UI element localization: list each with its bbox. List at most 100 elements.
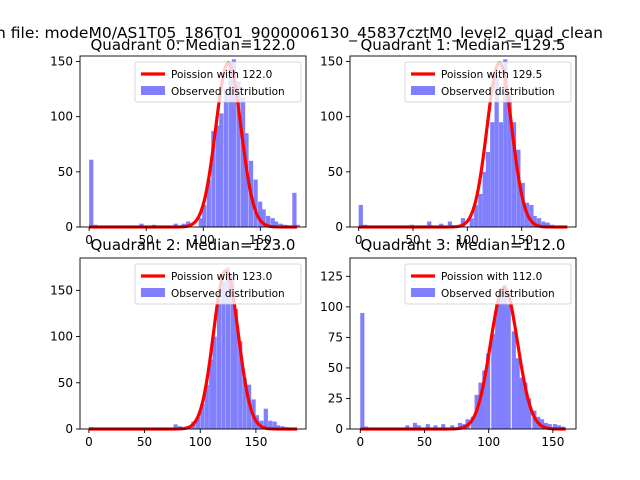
histogram-bar xyxy=(460,218,466,227)
histogram-bar xyxy=(529,204,534,227)
histogram-bar xyxy=(258,201,263,227)
histogram-bar xyxy=(278,223,283,227)
histogram-bar xyxy=(485,151,491,227)
histogram-bar xyxy=(275,425,281,429)
histogram-bar xyxy=(186,221,191,227)
x-tick-label: 0 xyxy=(356,435,364,449)
legend-box xyxy=(404,263,572,305)
histogram-bar xyxy=(498,122,504,227)
subplot-title: Quadrant 1: Median=129.5 xyxy=(361,36,566,54)
histogram-bar xyxy=(516,149,521,227)
x-tick-label: 100 xyxy=(456,233,479,247)
y-tick-label: 0 xyxy=(65,422,73,436)
x-tick-label: 0 xyxy=(355,233,363,247)
y-tick-label: 150 xyxy=(50,283,73,297)
histogram-bar xyxy=(523,382,528,429)
histogram-bar xyxy=(478,382,483,429)
histogram-bar xyxy=(491,333,496,429)
x-tick-label: 50 xyxy=(405,233,420,247)
poisson-curve xyxy=(359,286,567,431)
histogram-bar xyxy=(502,284,507,429)
legend-curve-label: Poission with 112.0 xyxy=(441,271,542,283)
legend-curve-label: Poission with 122.0 xyxy=(171,69,272,81)
histogram-bar xyxy=(506,304,511,429)
legend-box xyxy=(404,61,572,103)
histogram-bar xyxy=(230,276,235,429)
histogram-bar xyxy=(216,299,222,429)
histogram-bar xyxy=(215,125,221,227)
x-tick-label: 100 xyxy=(189,435,212,449)
histogram-bar xyxy=(469,218,474,227)
histogram-bar xyxy=(204,384,209,429)
histogram-bar xyxy=(242,378,247,429)
histogram-bar xyxy=(507,94,512,227)
histogram-bar xyxy=(541,221,546,227)
histogram-bar xyxy=(470,416,475,429)
histogram-bar xyxy=(482,171,487,227)
histogram-bar xyxy=(527,398,532,429)
x-tick-label: 100 xyxy=(192,233,215,247)
histogram-bar xyxy=(89,159,94,227)
y-tick-label: 0 xyxy=(335,220,343,234)
legend-bars-swatch xyxy=(141,288,165,297)
histogram-bar xyxy=(209,359,214,429)
subplot-title: Quadrant 3: Median=112.0 xyxy=(361,236,566,254)
histogram-bar xyxy=(536,218,542,227)
histogram-bar xyxy=(473,204,479,227)
y-tick-label: 100 xyxy=(320,110,343,124)
y-tick-label: 50 xyxy=(328,361,343,375)
x-tick-label: 100 xyxy=(477,435,500,449)
histogram-bar xyxy=(490,122,495,227)
legend-bars-swatch xyxy=(411,288,435,297)
histogram-bar xyxy=(405,425,410,429)
histogram-bar xyxy=(447,221,453,227)
legend-curve-label: Poission with 129.5 xyxy=(441,69,542,81)
histogram-bar xyxy=(543,422,549,429)
histogram-bar xyxy=(263,408,268,429)
histogram-bar xyxy=(425,424,430,429)
y-tick-label: 50 xyxy=(328,165,343,179)
histogram-bar xyxy=(358,204,363,227)
y-tick-label: 125 xyxy=(320,269,343,283)
histogram-bar xyxy=(221,281,226,429)
legend-bars-label: Observed distribution xyxy=(171,86,285,98)
y-tick-label: 100 xyxy=(50,330,73,344)
legend-box xyxy=(134,61,302,103)
histogram-bar xyxy=(238,341,243,429)
x-tick-label: 0 xyxy=(85,233,93,247)
histogram-bar xyxy=(231,59,237,227)
y-tick-label: 25 xyxy=(328,391,343,405)
legend-curve-label: Poission with 123.0 xyxy=(171,271,272,283)
subplot-title: Quadrant 2: Median=123.0 xyxy=(91,236,296,254)
y-tick-label: 50 xyxy=(58,165,73,179)
y-tick-label: 150 xyxy=(320,55,343,69)
histogram-bar xyxy=(211,131,216,227)
x-tick-label: 150 xyxy=(541,435,564,449)
histogram-bar xyxy=(494,75,499,227)
y-tick-label: 0 xyxy=(65,220,73,234)
x-tick-label: 50 xyxy=(139,233,154,247)
histogram-bar xyxy=(272,421,277,429)
histogram-bar xyxy=(416,425,421,429)
subplot-title: Quadrant 0: Median=122.0 xyxy=(91,36,296,54)
legend-bars-label: Observed distribution xyxy=(441,288,555,300)
histogram-bar xyxy=(427,221,432,227)
histogram-bar xyxy=(482,370,487,429)
legend-bars-swatch xyxy=(141,86,165,95)
histogram-bar xyxy=(261,209,266,227)
histogram-bar xyxy=(233,308,238,429)
x-tick-label: 50 xyxy=(417,435,432,449)
histogram-bar xyxy=(450,425,455,429)
axes-frame xyxy=(349,257,577,430)
y-tick-label: 150 xyxy=(50,55,73,69)
legend-box xyxy=(134,263,302,305)
histogram-bar xyxy=(360,312,365,429)
x-tick-label: 150 xyxy=(244,435,267,449)
histogram-bar xyxy=(225,267,231,429)
histogram-bar xyxy=(236,81,241,227)
subplot-0: Quadrant 0: Median=122.0 0 50 100 150 0 50 100… xyxy=(50,36,307,247)
histogram-bar xyxy=(173,424,178,429)
histogram-bar xyxy=(495,304,500,429)
histogram-bar xyxy=(511,331,516,429)
